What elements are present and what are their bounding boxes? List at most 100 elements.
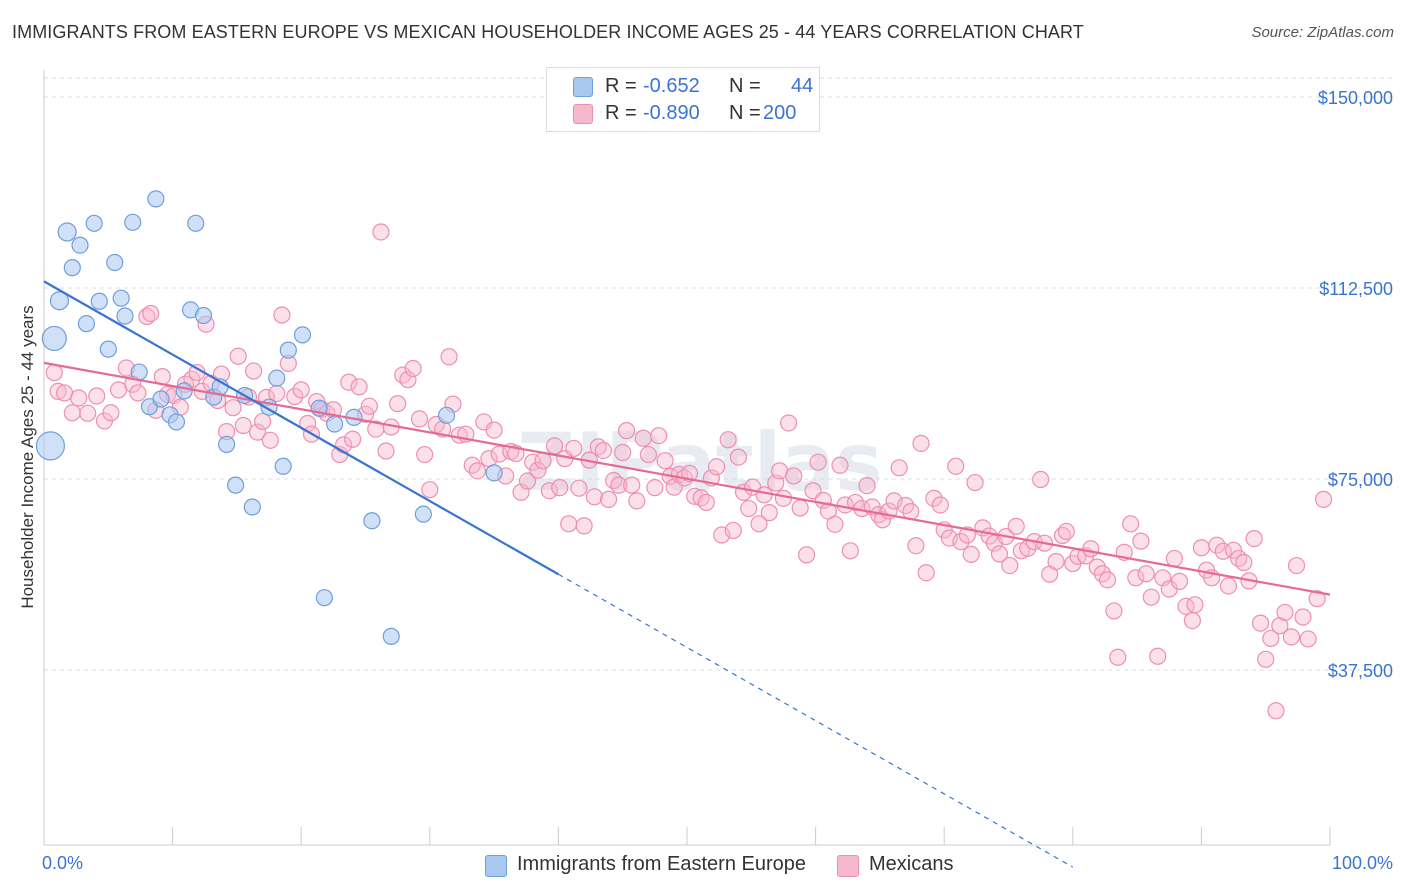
- eastern-europe-point: [116, 307, 134, 325]
- mexicans-point: [610, 476, 628, 494]
- mexicans-point: [1001, 556, 1019, 575]
- mexicans-point: [1098, 571, 1117, 589]
- mexicans-point: [831, 456, 849, 474]
- eastern-europe-point: [124, 213, 142, 231]
- mexicans-point: [224, 399, 242, 417]
- mexicans-point: [70, 389, 88, 407]
- legend-n-label: N =: [729, 75, 761, 97]
- eastern-europe-point: [41, 325, 67, 352]
- mexicans-point: [245, 362, 263, 380]
- x-tick-label: 100.0%: [1332, 853, 1393, 873]
- eastern-europe-point: [293, 326, 312, 344]
- mexicans-point: [697, 493, 715, 512]
- mexicans-point: [273, 306, 291, 324]
- mexicans-point: [570, 479, 588, 497]
- mexicans-point: [399, 371, 417, 389]
- mexicans-point: [585, 488, 604, 506]
- eastern-europe-point: [175, 382, 193, 400]
- mexicans-point: [529, 461, 547, 479]
- mexicans-point: [1262, 629, 1280, 648]
- mexicans-point: [890, 459, 908, 477]
- mexicans-point: [1271, 617, 1289, 635]
- eastern-europe-point: [315, 589, 333, 607]
- y-tick-label: $150,000: [1318, 88, 1393, 108]
- eastern-europe-point: [57, 222, 77, 242]
- mexicans-point: [1007, 517, 1025, 535]
- mexicans-point: [468, 462, 486, 480]
- mexicans-point: [1186, 596, 1204, 614]
- mexicans-point: [261, 431, 279, 449]
- mexicans-point: [605, 471, 623, 490]
- mexicans-point: [858, 477, 876, 495]
- eastern-europe-point: [218, 435, 236, 453]
- mexicans-point: [617, 422, 636, 440]
- mexicans-point: [646, 479, 664, 497]
- mexicans-point: [1105, 602, 1123, 620]
- eastern-europe-trend-extension: [558, 573, 1074, 868]
- eastern-europe-point: [71, 236, 89, 254]
- mexicans-point: [421, 481, 439, 499]
- mexicans-point: [350, 378, 368, 396]
- mexicans-point: [360, 397, 378, 415]
- legend-row-mexicans: R = -0.890 N = 200: [547, 101, 819, 127]
- mexicans-point: [1057, 522, 1075, 541]
- eastern-europe-point: [437, 406, 456, 424]
- eastern-europe-point: [130, 363, 148, 381]
- eastern-europe-point: [99, 340, 117, 358]
- mexicans-point: [45, 363, 63, 382]
- mexicans-point: [1245, 529, 1263, 548]
- mexicans-point: [440, 348, 458, 366]
- mexicans-point: [229, 347, 247, 365]
- eastern-europe-point: [243, 498, 261, 516]
- mexicans-point: [962, 545, 980, 563]
- source-label: Source: ZipAtlas.com: [1251, 24, 1394, 41]
- legend-n-value: 200: [763, 102, 797, 124]
- mexicans-point: [779, 414, 798, 432]
- mexicans-point: [565, 439, 583, 458]
- mexicans-point: [1149, 647, 1167, 665]
- mexicans-point: [1082, 540, 1100, 558]
- eastern-europe-point: [326, 415, 344, 433]
- mexicans-point: [650, 427, 668, 445]
- mexicans-point: [377, 442, 395, 460]
- mexicans-point: [551, 479, 569, 497]
- mexicans-point: [707, 458, 726, 476]
- y-tick-label: $75,000: [1328, 470, 1393, 490]
- mexicans-point: [344, 430, 362, 448]
- chart-title: IMMIGRANTS FROM EASTERN EUROPE VS MEXICA…: [12, 22, 1084, 42]
- y-axis-label: Householder Income Ages 25 - 44 years: [18, 305, 37, 608]
- eastern-europe-point: [35, 431, 66, 461]
- mexicans-point: [575, 517, 593, 535]
- mexicans-point: [760, 504, 778, 522]
- eastern-europe-point: [274, 457, 292, 475]
- mexicans-point: [750, 515, 768, 533]
- correlation-legend: R = -0.652 N = 44 R = -0.890 N = 200: [546, 67, 820, 132]
- eastern-europe-point: [49, 291, 70, 311]
- mexicans-point: [724, 521, 742, 540]
- mexicans-trend-line: [43, 361, 1331, 596]
- mexicans-point: [79, 404, 97, 422]
- mexicans-point: [1219, 577, 1238, 595]
- eastern-europe-point: [167, 413, 186, 431]
- mexicans-point: [797, 546, 816, 564]
- mexicans-point: [88, 387, 106, 405]
- mexicans-point: [1170, 572, 1189, 590]
- mexicans-point: [656, 452, 674, 470]
- mexicans-point: [286, 387, 304, 406]
- mexicans-point: [634, 429, 652, 447]
- mexicans-point: [1032, 470, 1050, 489]
- mexicans-point: [1251, 614, 1270, 632]
- bottom-legend-swatch-blue: [485, 855, 507, 877]
- mexicans-point: [560, 515, 578, 533]
- mexicans-point: [1208, 536, 1226, 554]
- mexicans-point: [907, 537, 925, 555]
- mexicans-point: [719, 431, 737, 449]
- mexicans-point: [1192, 539, 1211, 557]
- legend-swatch-pink: [573, 104, 593, 124]
- mexicans-point: [1122, 515, 1140, 533]
- y-tick-label: $37,500: [1328, 661, 1393, 681]
- watermark: ZIPatlas: [517, 416, 883, 509]
- mexicans-point: [534, 452, 552, 470]
- mexicans-point: [63, 404, 81, 422]
- mexicans-point: [1047, 552, 1065, 571]
